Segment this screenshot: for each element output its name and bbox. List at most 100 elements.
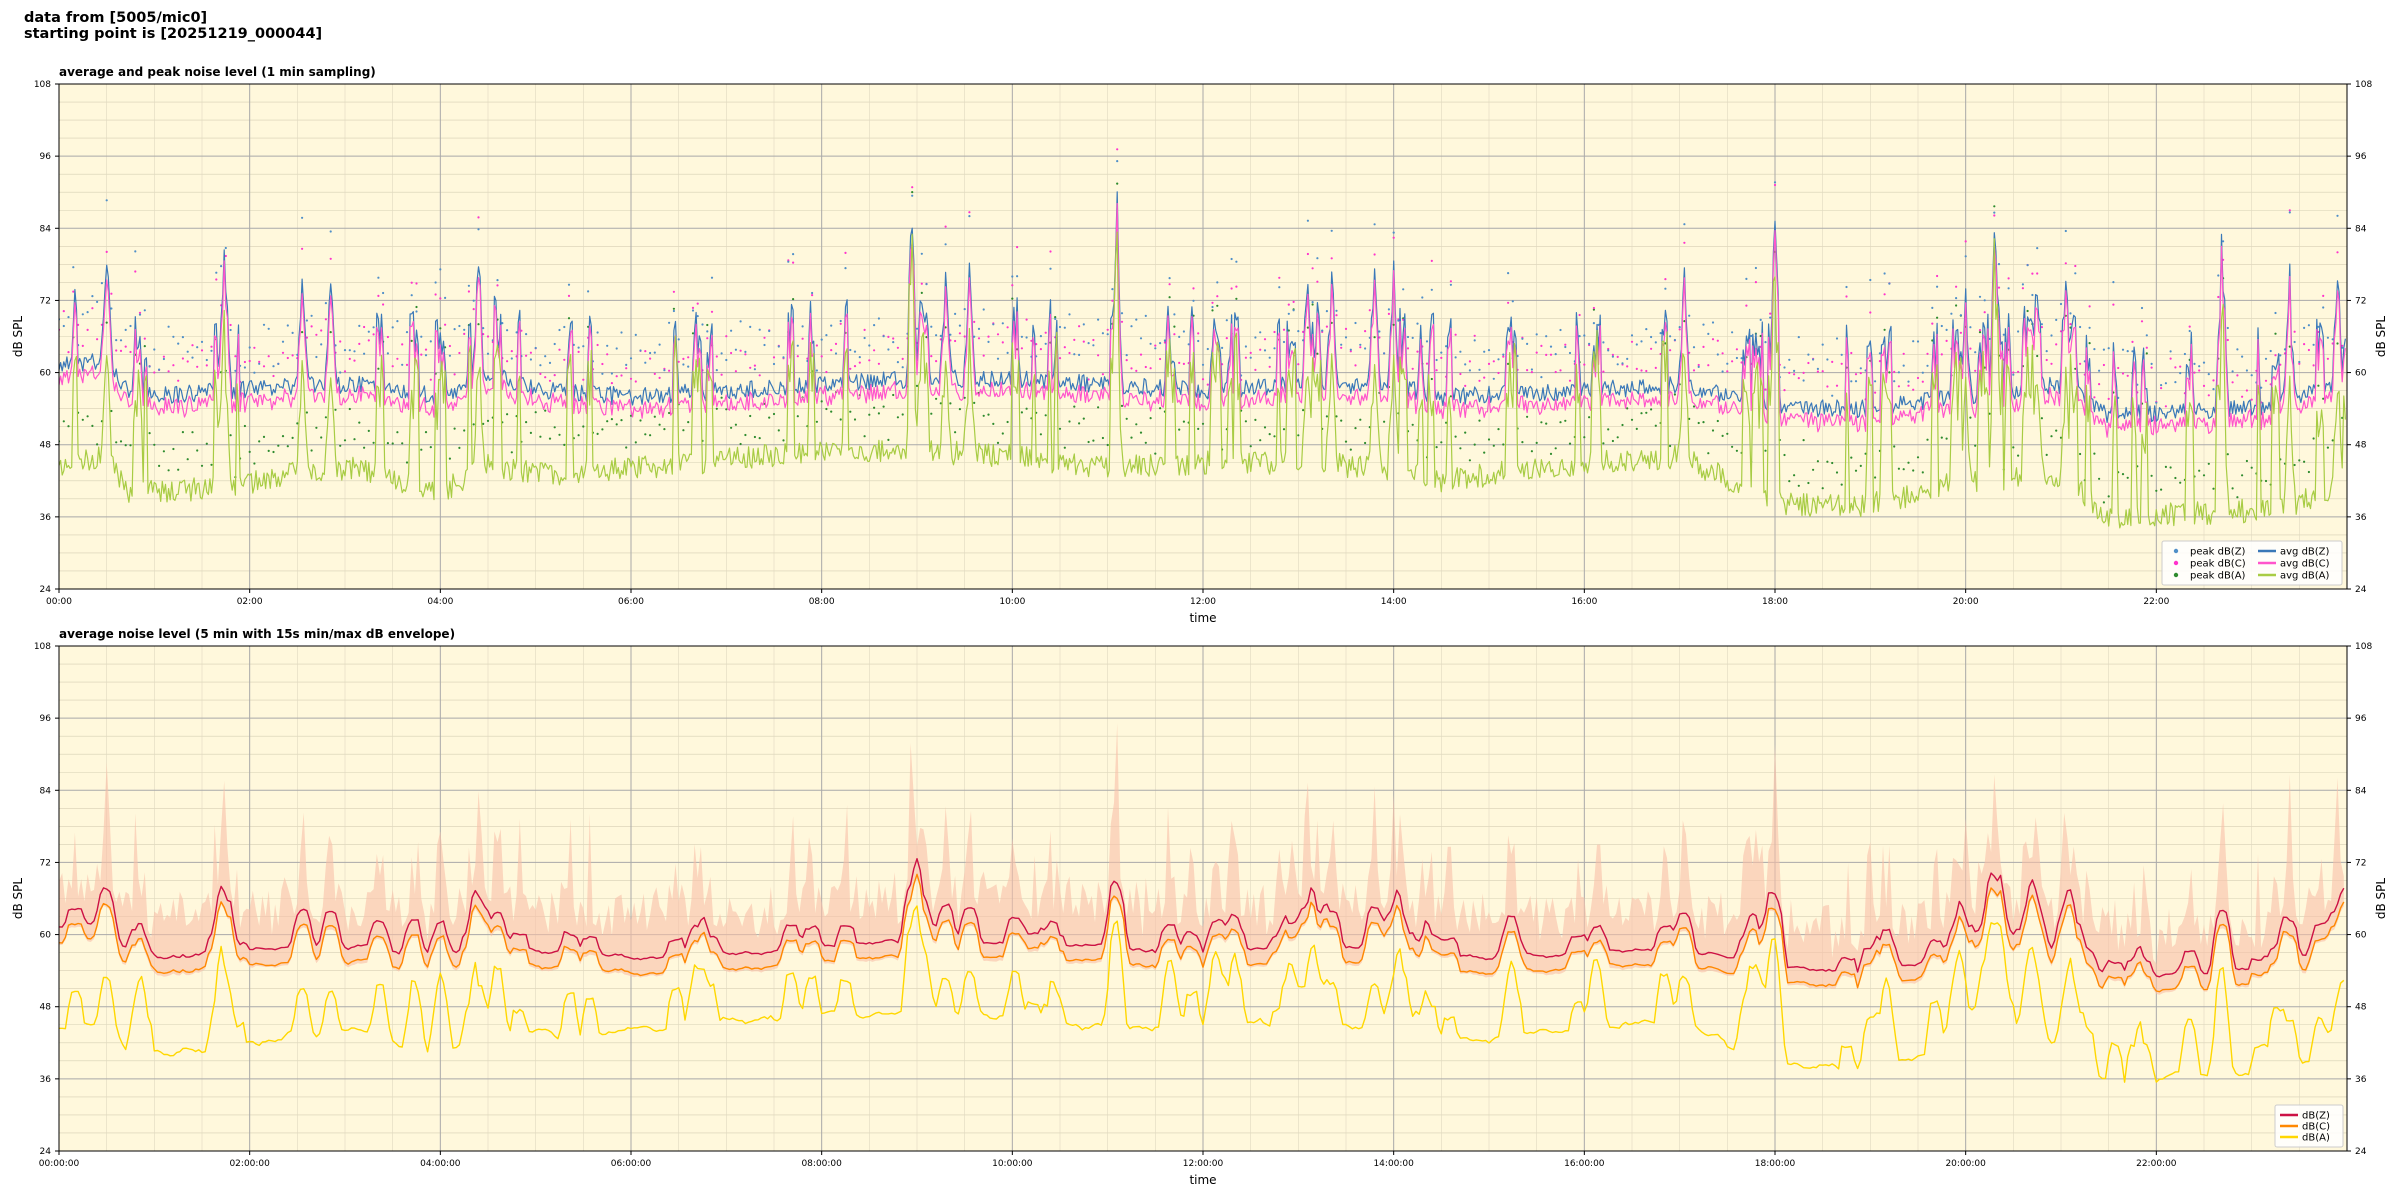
peak-dbz-point [1997,263,2001,266]
peak-dbc-point [420,353,423,356]
peak-dbc-point [448,344,451,348]
peak-dba-point [725,408,728,411]
peak-dbc-point [2169,357,2172,360]
peak-dba-point [2298,459,2301,462]
peak-dba-point [2322,397,2325,400]
peak-dbz-point [753,368,757,371]
peak-dbc-point [834,342,838,345]
peak-dbz-point [2064,229,2067,233]
peak-dba-point [1044,414,1047,417]
peak-dbz-point [958,324,962,327]
dbc-line [59,873,2345,993]
peak-dbc-point [1974,369,1977,372]
x-tick-label: 00:00 [46,597,72,607]
peak-dbc-point [96,338,99,341]
peak-dbz-point [2160,384,2163,387]
peak-dbz-point [2026,264,2029,267]
peak-dba-point [567,317,571,320]
legend-marker [2173,548,2179,554]
peak-dba-point [2198,469,2201,472]
peak-dba-point [315,426,318,429]
y-tick-label: 24 [40,1147,52,1157]
peak-dbz-point [1016,275,1019,278]
peak-dba-point [715,407,718,410]
peak-dbc-point [2202,384,2206,387]
peak-dba-point [1254,418,1257,421]
peak-dba-point [1874,476,1877,479]
peak-dbz-point [1535,333,1538,336]
peak-dbz-point [363,352,366,355]
peak-dbc-point [977,337,981,340]
peak-dbz-point [1159,342,1162,345]
peak-dbz-point [1931,306,1934,309]
peak-dbz-point [1630,334,1634,337]
peak-dba-point [396,431,399,434]
peak-dbc-point [200,349,204,352]
peak-dba-point [372,441,375,444]
peak-dba-point [186,458,189,461]
peak-dbz-point [1564,345,1567,349]
peak-dbc-point [548,379,552,382]
peak-dba-point [2088,342,2091,345]
peak-dbz-point [892,341,895,344]
dbz-line [59,858,2345,978]
peak-dbz-point [2107,347,2110,350]
peak-dbz-point [1645,328,1648,331]
peak-dbc-point [696,302,699,305]
peak-dbc-point [405,363,409,366]
peak-dbc-point [1692,369,1696,372]
peak-dbc-point [720,373,723,376]
peak-dba-point [691,332,695,335]
peak-dbz-point [72,266,75,269]
peak-dbz-point [1711,321,1715,324]
x-axis-label: time [1189,1173,1216,1187]
peak-dbz-point [887,348,890,351]
peak-dbc-point [2226,338,2229,342]
peak-dba-point [958,408,962,411]
peak-dbz-point [1793,369,1796,372]
peak-dbc-point [1783,389,1786,392]
peak-dbc-point [2341,344,2344,347]
peak-dbz-point [1731,331,1734,334]
peak-dba-point [2055,429,2058,432]
peak-dbz-point [873,324,876,327]
peak-dba-point [2326,446,2329,449]
peak-dbc-point [143,337,146,340]
peak-dbz-point [2183,352,2186,356]
peak-dbz-point [973,335,976,338]
peak-dbz-point [1702,323,1705,326]
peak-dbz-point [310,314,313,317]
peak-dbz-point [1435,358,1438,362]
peak-dba-point [305,411,308,414]
peak-dbz-point [1468,369,1471,372]
peak-dbc-point [1225,337,1228,340]
peak-dbc-point [234,355,237,358]
legend-box [2161,540,2343,586]
peak-dbc-point [343,370,347,373]
peak-dbc-point [825,370,828,374]
peak-dba-point [1492,444,1495,447]
peak-dbz-point [1087,342,1090,345]
source-line: data from [5005/mic0] [24,10,208,26]
peak-dba-point [229,434,232,437]
peak-dbz-point [1206,347,1209,351]
peak-dbz-point [1916,340,1920,343]
peak-dbc-point [1359,346,1362,349]
peak-dbc-point [739,349,742,352]
peak-dbz-point [1111,288,1114,291]
peak-dbc-point [315,333,318,336]
peak-dbz-point [1397,319,1400,322]
peak-dbz-point [410,294,413,297]
peak-dbc-point [691,306,695,309]
peak-dbc-point [2098,383,2101,386]
peak-dbz-point [2079,325,2082,329]
peak-dbz-point [1454,356,1457,359]
peak-dbz-point [2303,326,2306,329]
peak-dbz-point [1116,160,1119,163]
peak-dbz-point [1716,353,1719,356]
y-tick-label-right: 96 [2355,714,2367,724]
peak-dba-point [1073,405,1076,408]
peak-dbc-point [1797,377,1800,380]
peak-dbc-point [1807,361,1810,365]
peak-dbz-point [2112,281,2115,284]
